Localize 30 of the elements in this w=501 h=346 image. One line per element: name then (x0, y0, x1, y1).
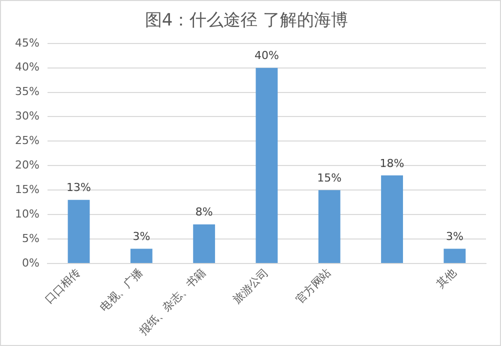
y-tick-label: 30% (14, 110, 40, 123)
x-tick-label: 口口相传 (42, 266, 83, 306)
bar (193, 224, 216, 263)
data-label: 3% (132, 230, 150, 244)
x-tick-label: 官方网站 (293, 266, 334, 306)
y-tick-label: 10% (14, 207, 40, 220)
bar (381, 175, 403, 263)
y-tick-label: 20% (14, 158, 40, 172)
x-tick-label: 电视、广播 (97, 266, 146, 314)
y-tick-label: 35% (14, 85, 40, 98)
data-label: 15% (317, 171, 342, 184)
y-tick-label: 40% (14, 60, 40, 74)
x-tick-label: 其他 (434, 266, 459, 291)
y-tick-label: 5% (22, 232, 40, 245)
bar (130, 248, 152, 263)
y-tick-label: 45% (14, 36, 40, 50)
bar (256, 68, 278, 263)
x-tick-label: 旅游公司 (230, 266, 271, 306)
data-label: 8% (195, 206, 213, 219)
bar (318, 190, 340, 263)
data-label: 3% (446, 230, 464, 244)
data-label: 18% (380, 156, 404, 170)
y-tick-label: 0% (22, 256, 40, 270)
data-label: 13% (66, 181, 91, 194)
data-label: 40% (254, 49, 279, 62)
bar (444, 248, 466, 263)
y-tick-label: 25% (14, 134, 40, 148)
chart-title: 图4：什么途径 了解的海博 (144, 10, 348, 31)
bar (68, 200, 90, 263)
y-tick-label: 15% (14, 182, 40, 196)
